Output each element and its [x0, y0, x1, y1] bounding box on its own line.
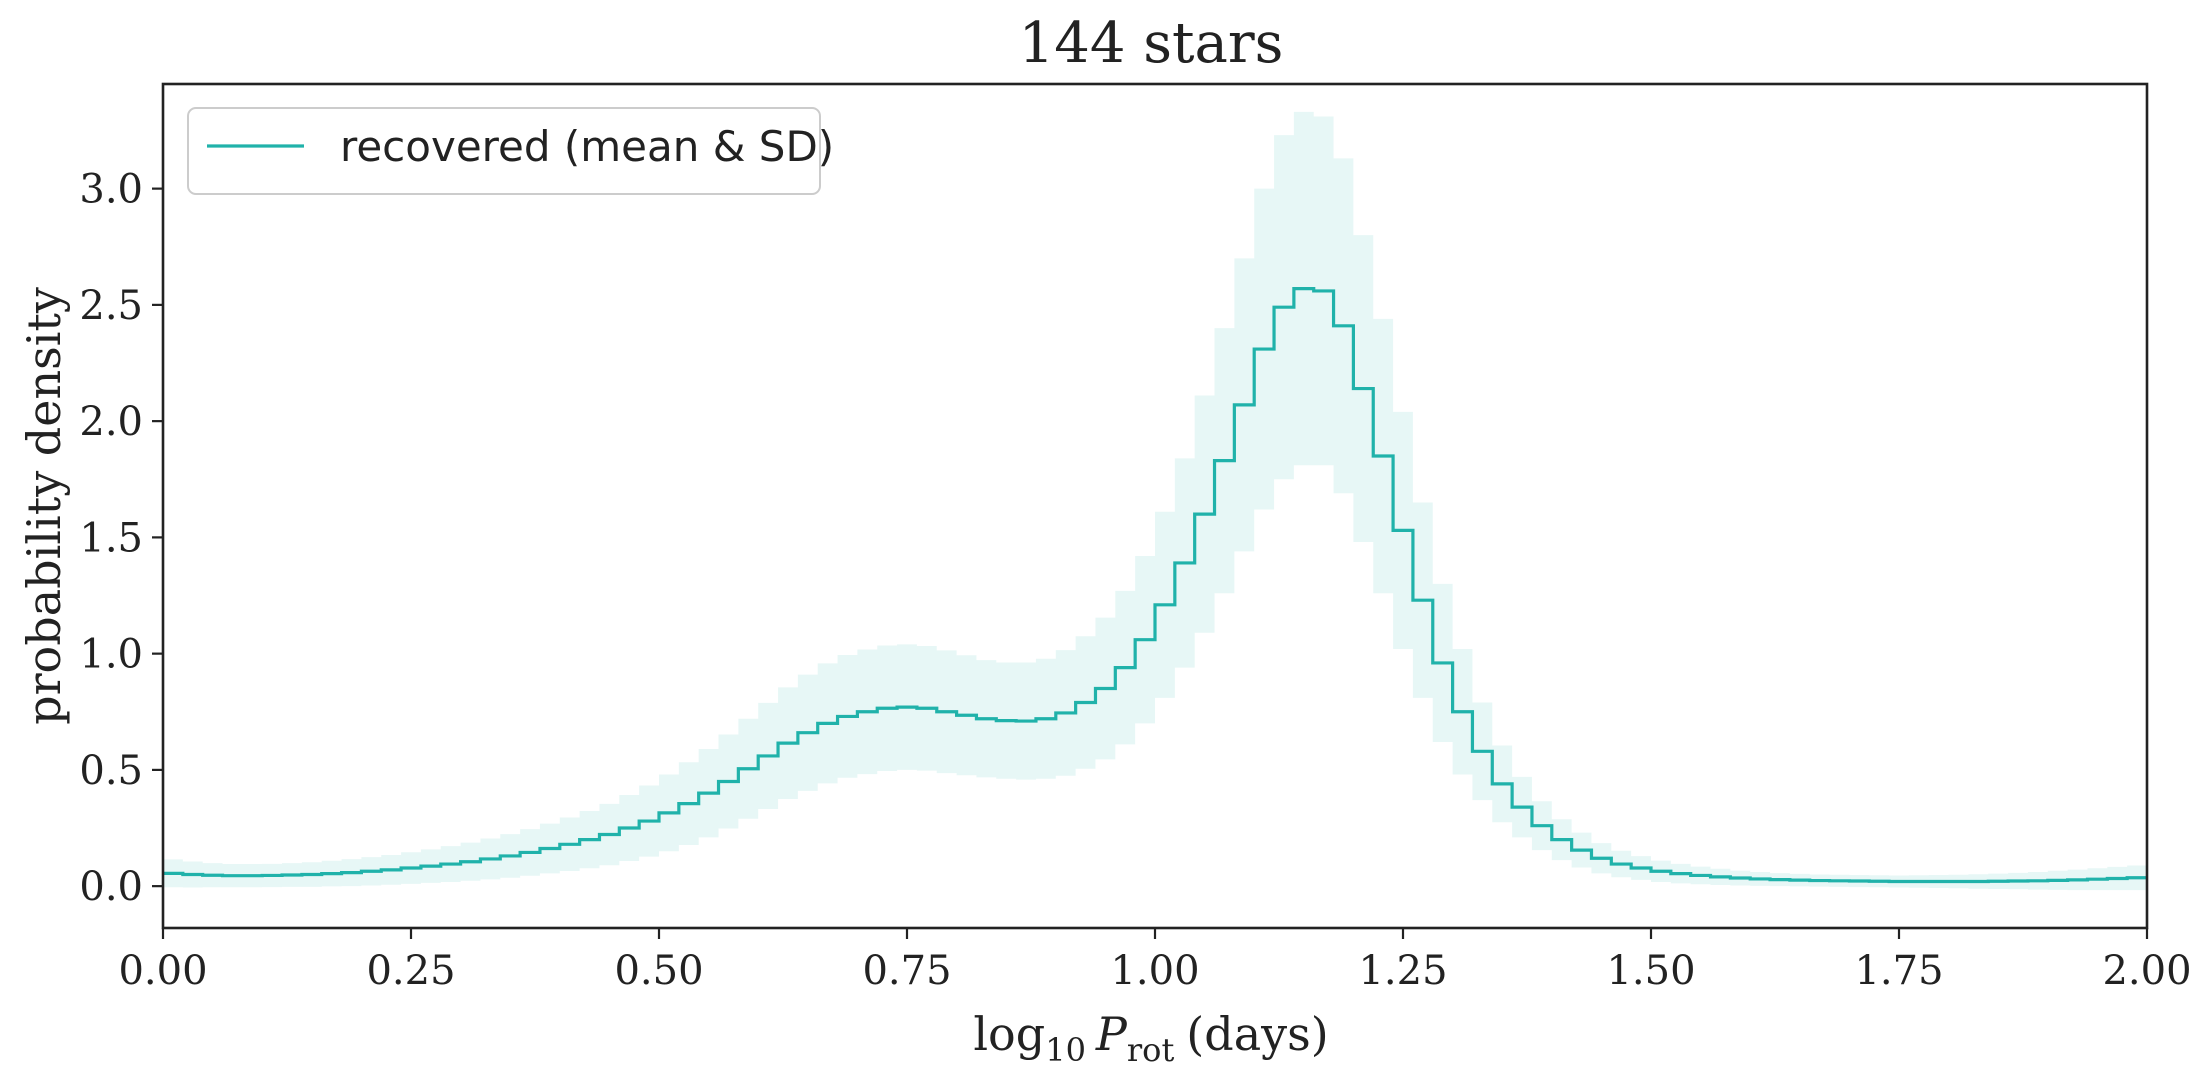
x-tick-label: 1.25 [1358, 948, 1447, 994]
x-label-unit: (days) [1186, 1007, 1328, 1061]
x-tick-label: 1.00 [1110, 948, 1199, 994]
y-axis-label: probability density [17, 287, 71, 725]
axes-frame [161, 82, 2149, 930]
x-label-log: log [973, 1007, 1045, 1061]
x-label-var: P [1095, 1007, 1128, 1061]
x-axis-ticks: 0.00 0.25 0.50 0.75 1.00 1.25 1.50 1.75 2.00 [118, 928, 2192, 994]
mean-line [163, 287, 2147, 884]
x-tick-label: 1.75 [1854, 948, 1943, 994]
x-label-sub-rot: rot [1127, 1031, 1175, 1069]
x-tick-label: 2.00 [2102, 948, 2191, 994]
legend-box [187, 107, 821, 195]
x-tick-label: 0.00 [118, 948, 207, 994]
legend-label: recovered (mean & SD) [340, 122, 834, 171]
y-tick-label: 0.5 [79, 748, 143, 794]
y-tick-label: 2.0 [79, 399, 143, 445]
x-tick-label: 0.25 [366, 948, 455, 994]
y-tick-label: 2.5 [79, 283, 143, 329]
y-tick-label: 1.0 [79, 632, 143, 678]
x-axis-label: log10 Prot (days) [973, 1007, 1328, 1069]
y-tick-label: 0.0 [79, 864, 143, 910]
x-tick-label: 0.50 [614, 948, 703, 994]
y-tick-label: 3.0 [79, 167, 143, 213]
x-label-sub-10: 10 [1045, 1031, 1086, 1069]
x-tick-label: 1.50 [1606, 948, 1695, 994]
x-tick-label: 0.75 [862, 948, 951, 994]
y-tick-label: 1.5 [79, 515, 143, 561]
y-axis-ticks: 0.0 0.5 1.0 1.5 2.0 2.5 3.0 [79, 167, 163, 910]
chart-title: 144 stars [1019, 11, 1284, 76]
legend: recovered (mean & SD) [187, 107, 834, 195]
plot-area [163, 111, 2147, 891]
